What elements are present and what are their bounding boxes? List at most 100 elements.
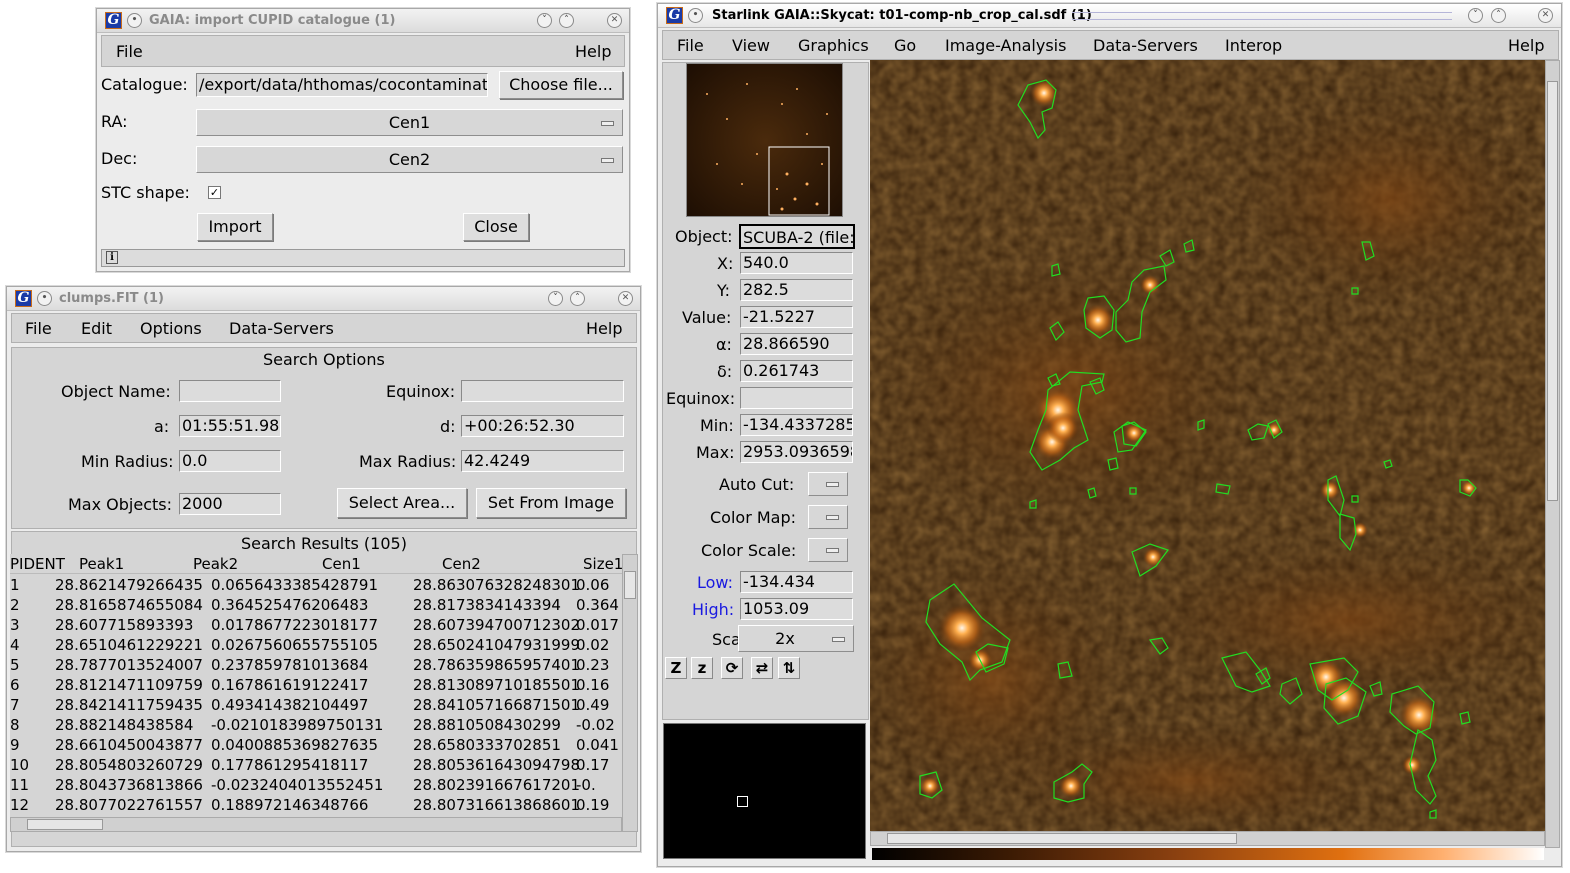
choose-file-button[interactable]: Choose file...	[499, 71, 623, 99]
table-row[interactable]: 4 28.6510461229221 0.0267560655755105 28.65…	[10, 636, 622, 656]
menu-edit[interactable]: Edit	[81, 319, 112, 338]
window-menu-icon[interactable]: •	[37, 291, 52, 306]
table-cell: 28.7877013524007	[55, 656, 203, 674]
flip-y-icon[interactable]: ⇅	[778, 657, 800, 679]
close-icon[interactable]: ✕	[1538, 8, 1553, 23]
clumps-title-bar[interactable]: G • clumps.FIT (1) ˅ ˄ ✕	[7, 287, 640, 311]
menu-view[interactable]: View	[732, 36, 770, 55]
table-row[interactable]: 1 28.8621479266435 0.0656433385428791 28.86…	[10, 576, 622, 596]
low-input[interactable]: -134.434	[740, 571, 853, 593]
minimize-icon[interactable]: ˅	[537, 13, 552, 28]
close-icon[interactable]: ✕	[618, 291, 633, 306]
menu-help[interactable]: Help	[586, 319, 623, 338]
object-name-input[interactable]	[179, 380, 281, 402]
minimize-icon[interactable]: ˅	[1468, 8, 1483, 23]
import-button[interactable]: Import	[197, 213, 273, 241]
window-menu-icon[interactable]: •	[127, 13, 142, 28]
flip-x-icon[interactable]: ⇄	[751, 657, 773, 679]
menu-options[interactable]: Options	[140, 319, 202, 338]
bright-sources	[920, 79, 1477, 798]
image-vertical-scrollbar[interactable]	[1545, 60, 1560, 848]
ra-select[interactable]: Cen1	[196, 109, 623, 136]
table-row[interactable]: 8 28.882148438584 -0.0210183989750131 28.88…	[10, 716, 622, 736]
table-cell: 3	[10, 616, 20, 634]
dec-select[interactable]: Cen2	[196, 146, 623, 173]
catalogue-input[interactable]: /export/data/hthomas/cocontaminat	[196, 73, 488, 97]
pan-viewport-rect[interactable]	[768, 146, 830, 216]
column-header[interactable]: Cen2	[442, 555, 481, 573]
column-header[interactable]: Size1	[583, 555, 622, 573]
skycat-title-bar[interactable]: G • Starlink GAIA::Skycat: t01-comp-nb_c…	[658, 4, 1561, 28]
search-results-table[interactable]: PIDENT Peak1 Peak2 Cen1 Cen2 Size1 1 28.8…	[10, 554, 622, 817]
table-row[interactable]: 2 28.8165874655084 0.364525476206483 28.817…	[10, 596, 622, 616]
color-map-menu[interactable]	[808, 505, 848, 529]
table-row[interactable]: 7 28.8421411759435 0.493414382104497 28.841…	[10, 696, 622, 716]
set-from-image-button[interactable]: Set From Image	[476, 488, 626, 518]
menu-file[interactable]: File	[116, 42, 143, 61]
info-icon[interactable]: i	[106, 251, 118, 264]
menu-data-servers[interactable]: Data-Servers	[229, 319, 334, 338]
high-input[interactable]: 1053.09	[740, 598, 853, 620]
image-horizontal-scrollbar[interactable]	[870, 831, 1545, 846]
magnifier-view	[663, 723, 866, 859]
scrollbar-thumb[interactable]	[1547, 81, 1558, 501]
close-button[interactable]: Close	[463, 213, 529, 241]
ra-input[interactable]: 01:55:51.982	[179, 415, 281, 437]
results-vertical-scrollbar[interactable]	[622, 554, 638, 832]
window-menu-icon[interactable]: •	[688, 8, 703, 23]
menu-file[interactable]: File	[25, 319, 52, 338]
equinox-field	[740, 387, 853, 409]
table-row[interactable]: 11 28.8043736813866 -0.0232404013552451 28.…	[10, 776, 622, 796]
table-row[interactable]: 5 28.7877013524007 0.237859781013684 28.786…	[10, 656, 622, 676]
equinox-input[interactable]	[461, 380, 624, 402]
zoom-out-icon[interactable]: z	[691, 657, 713, 679]
scrollbar-thumb[interactable]	[887, 833, 1237, 844]
menu-image-analysis[interactable]: Image-Analysis	[945, 36, 1067, 55]
dec-input[interactable]: +00:26:52.30	[461, 415, 624, 437]
table-row[interactable]: 9 28.6610450043877 0.0400885369827635 28.65…	[10, 736, 622, 756]
menu-graphics[interactable]: Graphics	[798, 36, 869, 55]
alpha-label: α:	[716, 335, 732, 354]
auto-cut-menu[interactable]	[808, 472, 848, 496]
max-radius-input[interactable]: 42.4249	[461, 450, 624, 472]
menu-go[interactable]: Go	[894, 36, 917, 55]
stc-shape-checkbox[interactable]: ✓	[208, 186, 221, 199]
menu-data-servers[interactable]: Data-Servers	[1093, 36, 1198, 55]
min-label: Min:	[700, 416, 734, 435]
column-header[interactable]: Peak2	[193, 555, 239, 573]
column-header[interactable]: Peak1	[79, 555, 125, 573]
menu-file[interactable]: File	[677, 36, 704, 55]
column-header[interactable]: PIDENT	[10, 555, 65, 573]
menu-interop[interactable]: Interop	[1225, 36, 1283, 55]
select-area-button[interactable]: Select Area...	[337, 488, 467, 518]
table-cell: 0.0656433385428791	[211, 576, 379, 594]
maximize-icon[interactable]: ˄	[570, 291, 585, 306]
menu-help[interactable]: Help	[1508, 36, 1545, 55]
color-scale-menu[interactable]	[808, 538, 848, 562]
equinox-label: Equinox:	[666, 389, 736, 408]
close-icon[interactable]: ✕	[607, 13, 622, 28]
main-image-view[interactable]	[870, 60, 1546, 831]
menu-help[interactable]: Help	[575, 42, 612, 61]
scale-menu[interactable]: 2x	[738, 625, 854, 652]
minimize-icon[interactable]: ˅	[548, 291, 563, 306]
object-field[interactable]: SCUBA-2 (file:	[739, 224, 855, 249]
maximize-icon[interactable]: ˄	[559, 13, 574, 28]
min-radius-input[interactable]: 0.0	[179, 450, 281, 472]
maximize-icon[interactable]: ˄	[1491, 8, 1506, 23]
table-row[interactable]: 6 28.8121471109759 0.167861619122417 28.813…	[10, 676, 622, 696]
table-row[interactable]: 12 28.8077022761557 0.188972146348766 28.80…	[10, 796, 622, 816]
column-header[interactable]: Cen1	[322, 555, 361, 573]
scrollbar-thumb[interactable]	[624, 571, 636, 599]
table-cell: 28.8810508430299	[413, 716, 561, 734]
import-title-bar[interactable]: G • GAIA: import CUPID catalogue (1) ˅ ˄…	[97, 9, 629, 33]
results-horizontal-scrollbar[interactable]	[10, 817, 622, 832]
rotate-icon[interactable]: ⟳	[721, 657, 743, 679]
zoom-in-icon[interactable]: Z	[665, 657, 687, 679]
pan-image[interactable]	[686, 63, 843, 217]
scrollbar-thumb[interactable]	[27, 819, 103, 830]
auto-cut-label: Auto Cut:	[719, 475, 795, 494]
max-objects-input[interactable]: 2000	[179, 493, 281, 515]
table-row[interactable]: 10 28.8054803260729 0.177861295418117 28.80…	[10, 756, 622, 776]
table-row[interactable]: 3 28.607715893393 0.0178677223018177 28.607…	[10, 616, 622, 636]
